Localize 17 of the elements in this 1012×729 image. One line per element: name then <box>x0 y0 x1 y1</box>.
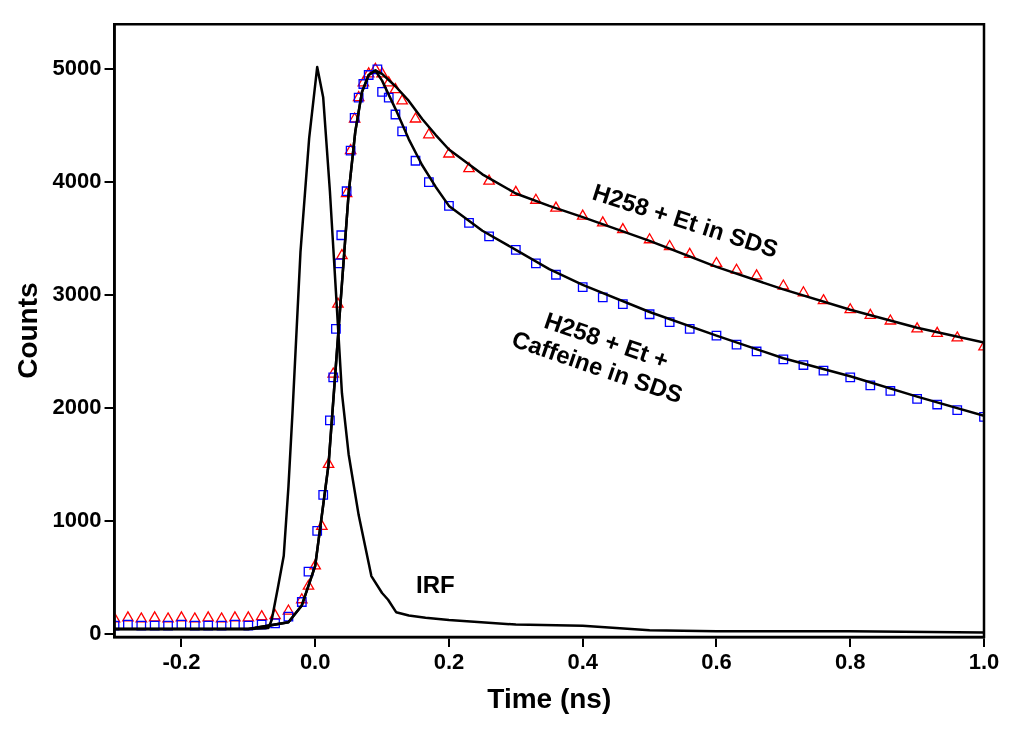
y-tick-label: 3000 <box>52 281 102 307</box>
y-tick-label: 0 <box>89 619 102 645</box>
x-tick-label: 1.0 <box>968 649 1000 675</box>
annotation: H258 + Et in SDS <box>589 178 782 263</box>
x-tick-label: 0.0 <box>299 649 331 675</box>
y-tick-label: 2000 <box>52 393 102 419</box>
annotation: IRF <box>416 570 455 598</box>
y-tick-label: 5000 <box>52 55 102 81</box>
y-tick-label: 1000 <box>52 506 102 532</box>
x-tick-label: 0.6 <box>701 649 732 675</box>
x-tick-label: 0.4 <box>567 649 599 675</box>
x-tick-label: -0.2 <box>162 649 201 675</box>
y-tick-label: 4000 <box>52 168 102 194</box>
x-axis-title: Time (ns) <box>487 682 612 714</box>
x-tick-label: 0.8 <box>834 649 866 675</box>
x-tick-label: 0.2 <box>433 649 465 675</box>
y-axis-title: Counts <box>11 282 43 379</box>
